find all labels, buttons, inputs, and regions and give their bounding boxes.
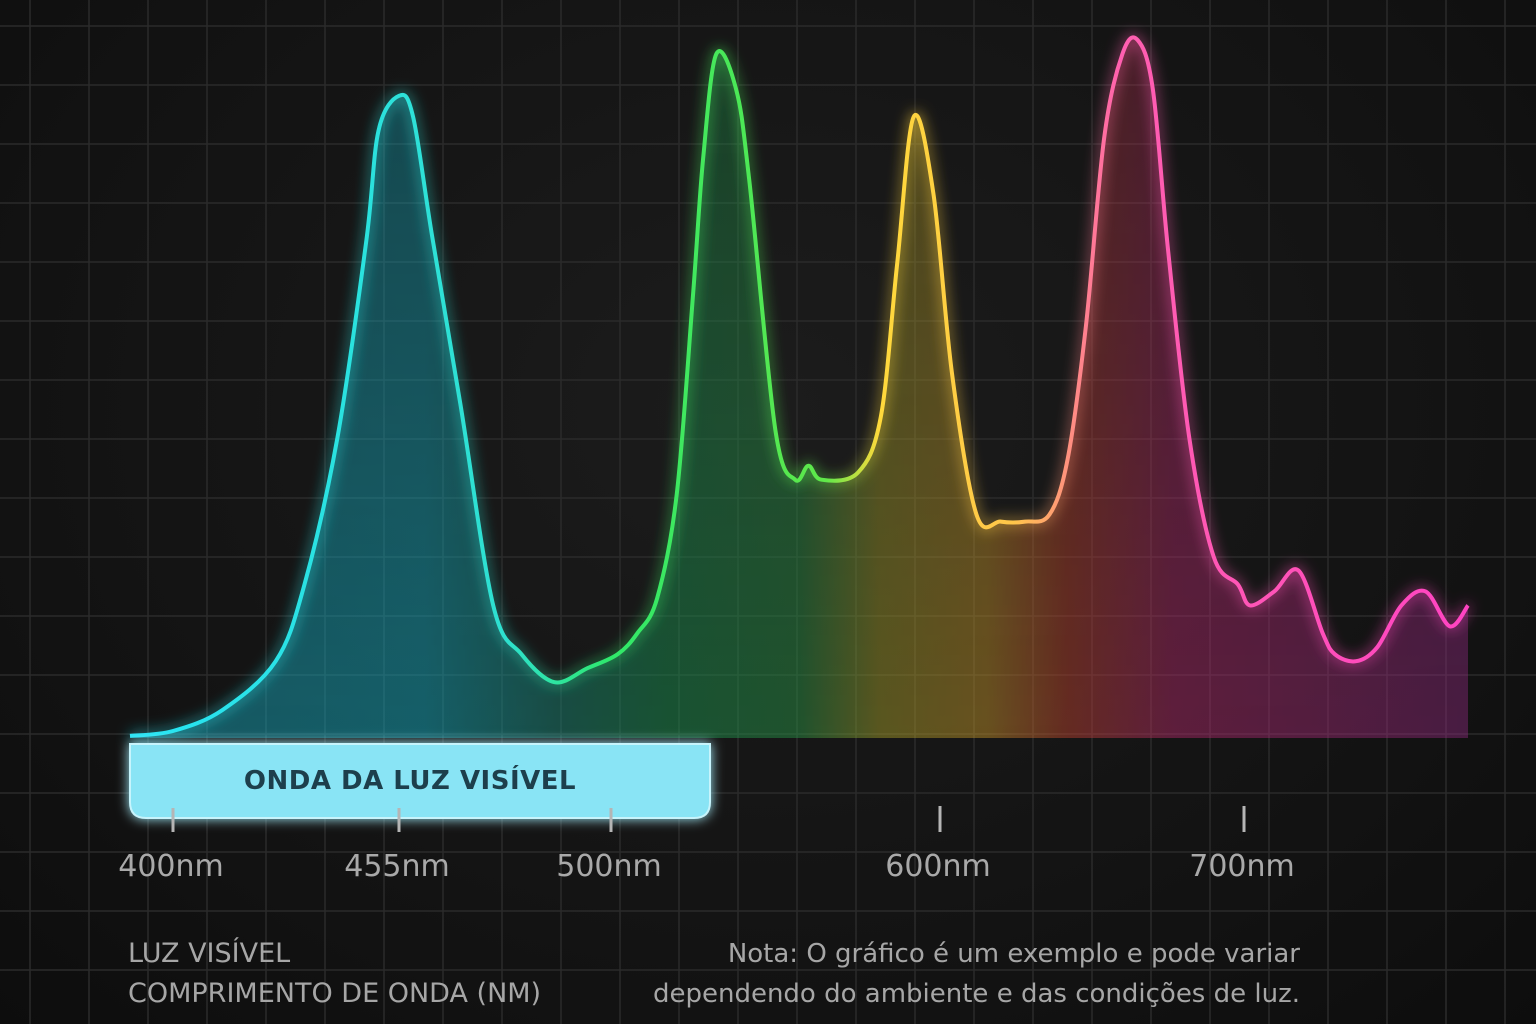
x-tick-label: 455nm [344, 849, 450, 884]
x-tick-label: 400nm [118, 849, 224, 884]
chart-note: Nota: O gráfico é um exemplo e pode vari… [600, 934, 1300, 1014]
chart-note-line2: dependendo do ambiente e das condições d… [652, 979, 1300, 1009]
axis-caption-line2: COMPRIMENTO DE ONDA (NM) [128, 978, 542, 1009]
banner-shape [129, 743, 711, 819]
chart-note-line1: Nota: O gráfico é um exemplo e pode vari… [727, 939, 1300, 969]
x-tick-label: 700nm [1189, 849, 1295, 884]
x-axis-ticks: 400nm 455nm 500nm 600nm 700nm [118, 806, 1295, 884]
axis-caption: LUZ VISÍVEL COMPRIMENTO DE ONDA (NM) [128, 934, 648, 1014]
visible-light-banner: ONDA DA LUZ VISÍVEL [129, 743, 711, 819]
x-tick-label: 500nm [556, 849, 662, 884]
banner-label: ONDA DA LUZ VISÍVEL [244, 764, 576, 796]
spectrum-area-fill [130, 37, 1468, 739]
axis-caption-line1: LUZ VISÍVEL [128, 938, 291, 969]
spectrum-line [129, 35, 1470, 738]
x-tick-label: 600nm [885, 849, 991, 884]
